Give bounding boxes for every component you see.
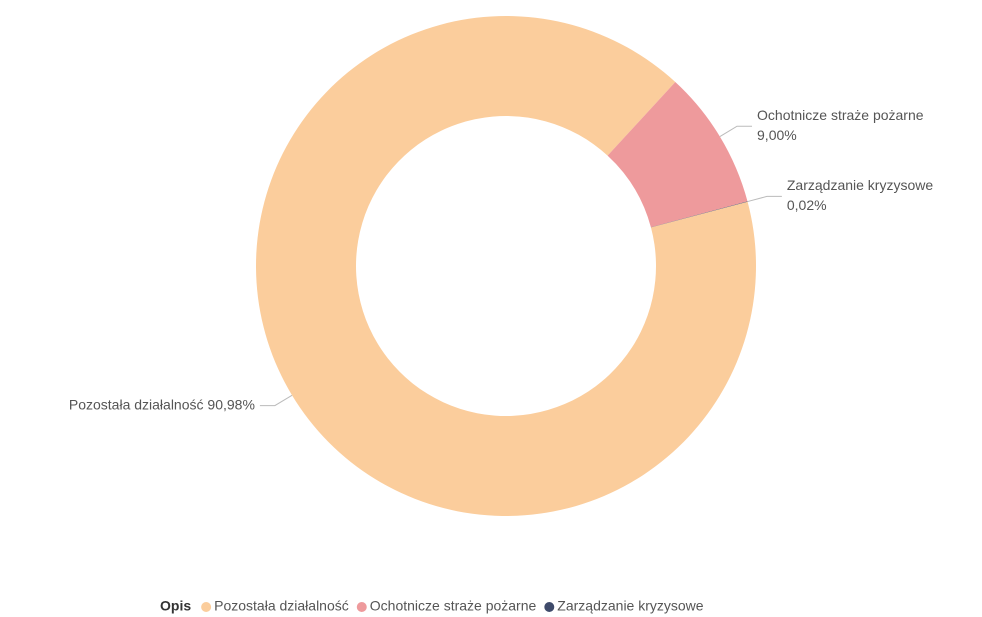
legend: Opis Pozostała działalność Ochotnicze str… <box>160 598 704 614</box>
leader-line <box>719 125 753 138</box>
data-labels: Pozostała działalność 90,98% Ochotnicze s… <box>69 107 933 412</box>
slice <box>650 201 748 228</box>
data-label-name: Pozostała działalność <box>69 396 204 412</box>
legend-marker <box>356 602 367 612</box>
donut <box>256 15 756 516</box>
data-label: 0,02% <box>787 197 827 213</box>
legend-title: Opis <box>160 598 191 614</box>
data-label: 90,98% <box>207 396 254 412</box>
legend-label: Pozostała działalność <box>214 598 349 614</box>
legend-marker <box>544 602 555 612</box>
legend-label: Zarządzanie kryzysowe <box>557 598 703 614</box>
legend-marker <box>201 602 212 612</box>
leader-line <box>259 394 293 407</box>
data-label-name: Ochotnicze straże pożarne <box>757 107 924 123</box>
leader-line <box>747 195 782 203</box>
data-label-group: Pozostała działalność 90,98% <box>69 396 255 412</box>
slice <box>256 15 756 516</box>
legend-label: Ochotnicze straże pożarne <box>370 598 537 614</box>
slice <box>607 82 748 228</box>
data-label: 9,00% <box>757 127 797 143</box>
data-label-name: Zarządzanie kryzysowe <box>787 177 933 193</box>
